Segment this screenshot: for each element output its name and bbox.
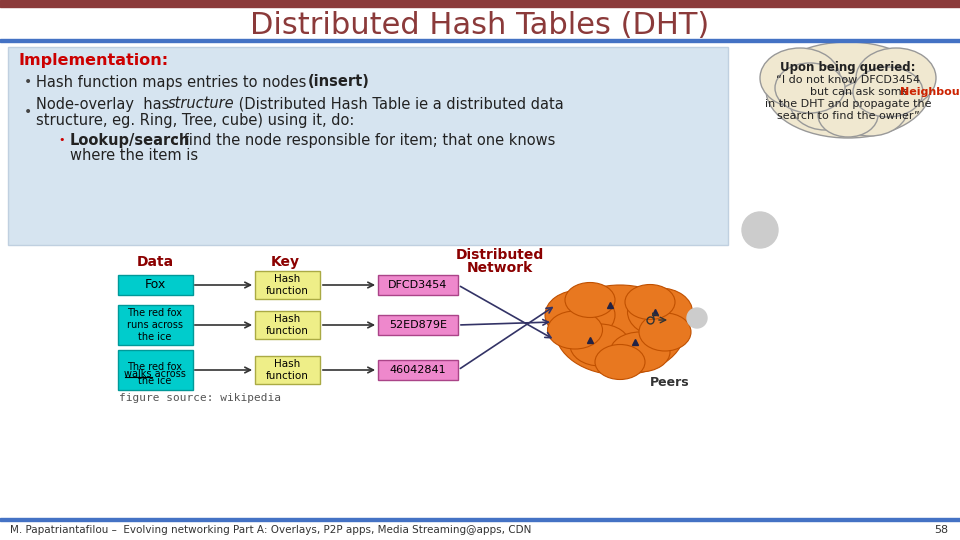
Text: The red fox
runs across
the ice: The red fox runs across the ice <box>127 308 183 342</box>
Ellipse shape <box>628 288 692 336</box>
Text: Hash
function: Hash function <box>266 274 308 296</box>
Ellipse shape <box>595 345 645 380</box>
Ellipse shape <box>570 324 630 366</box>
Text: Hash function maps entries to nodes: Hash function maps entries to nodes <box>36 75 316 90</box>
Text: walks across: walks across <box>124 369 186 379</box>
Ellipse shape <box>625 285 675 320</box>
Ellipse shape <box>555 285 685 375</box>
Ellipse shape <box>856 48 936 108</box>
Text: 46042841: 46042841 <box>390 365 446 375</box>
Ellipse shape <box>818 93 878 137</box>
Ellipse shape <box>775 63 845 113</box>
Ellipse shape <box>545 290 615 340</box>
Ellipse shape <box>565 282 615 318</box>
Text: •: • <box>24 105 33 119</box>
Text: 52ED879E: 52ED879E <box>389 320 447 330</box>
FancyBboxPatch shape <box>378 275 458 295</box>
Ellipse shape <box>760 48 840 108</box>
Text: the ice: the ice <box>138 376 172 386</box>
FancyBboxPatch shape <box>118 305 193 345</box>
FancyBboxPatch shape <box>255 356 320 384</box>
Text: Node-overlay  has: Node-overlay has <box>36 97 174 111</box>
Text: structure, eg. Ring, Tree, cube) using it, do:: structure, eg. Ring, Tree, cube) using i… <box>36 112 354 127</box>
Circle shape <box>742 212 778 248</box>
Text: Key: Key <box>271 255 300 269</box>
Circle shape <box>687 308 707 328</box>
FancyBboxPatch shape <box>255 271 320 299</box>
Ellipse shape <box>832 80 908 136</box>
Text: “I do not know DFCD3454: “I do not know DFCD3454 <box>776 75 920 85</box>
Ellipse shape <box>639 313 691 351</box>
Bar <box>0 518 960 521</box>
Ellipse shape <box>547 311 603 349</box>
Text: Distributed Hash Tables (DHT): Distributed Hash Tables (DHT) <box>251 10 709 39</box>
Text: The red fox: The red fox <box>128 362 182 372</box>
Text: (insert): (insert) <box>308 75 370 90</box>
Text: where the item is: where the item is <box>70 148 198 164</box>
Text: figure source: wikipedia: figure source: wikipedia <box>119 393 281 403</box>
FancyBboxPatch shape <box>378 315 458 335</box>
Text: Network: Network <box>467 261 533 275</box>
Text: : find the node responsible for item; that one knows: : find the node responsible for item; th… <box>174 132 556 147</box>
Text: Distributed: Distributed <box>456 248 544 262</box>
Text: but can ask some: but can ask some <box>810 87 912 97</box>
FancyBboxPatch shape <box>378 360 458 380</box>
FancyBboxPatch shape <box>255 311 320 339</box>
Text: Lookup/search: Lookup/search <box>70 132 190 147</box>
FancyBboxPatch shape <box>8 47 728 245</box>
Text: Neighbour/s: Neighbour/s <box>900 87 960 97</box>
Text: 58: 58 <box>934 525 948 535</box>
Text: structure: structure <box>168 97 234 111</box>
Text: DFCD3454: DFCD3454 <box>388 280 447 290</box>
Text: •: • <box>58 135 64 145</box>
Text: •: • <box>24 75 33 89</box>
Text: (Distributed Hash Table ie a distributed data: (Distributed Hash Table ie a distributed… <box>234 97 564 111</box>
Text: Upon being queried:: Upon being queried: <box>780 62 916 75</box>
Ellipse shape <box>610 332 670 372</box>
Text: search to find the owner”: search to find the owner” <box>777 111 920 121</box>
Text: M. Papatriantafilou –  Evolving networking Part A: Overlays, P2P apps, Media Str: M. Papatriantafilou – Evolving networkin… <box>10 525 532 535</box>
Text: Implementation:: Implementation: <box>18 52 168 68</box>
Text: in the DHT and propagate the: in the DHT and propagate the <box>765 99 931 109</box>
FancyBboxPatch shape <box>118 350 193 390</box>
Ellipse shape <box>766 42 930 138</box>
Ellipse shape <box>853 67 923 117</box>
Bar <box>0 0 960 7</box>
Text: Hash
function: Hash function <box>266 314 308 336</box>
FancyBboxPatch shape <box>118 275 193 295</box>
Ellipse shape <box>790 74 860 130</box>
Bar <box>0 39 960 42</box>
Text: Fox: Fox <box>144 279 166 292</box>
Text: Peers: Peers <box>650 376 690 389</box>
Text: Data: Data <box>136 255 174 269</box>
Text: Hash
function: Hash function <box>266 359 308 381</box>
